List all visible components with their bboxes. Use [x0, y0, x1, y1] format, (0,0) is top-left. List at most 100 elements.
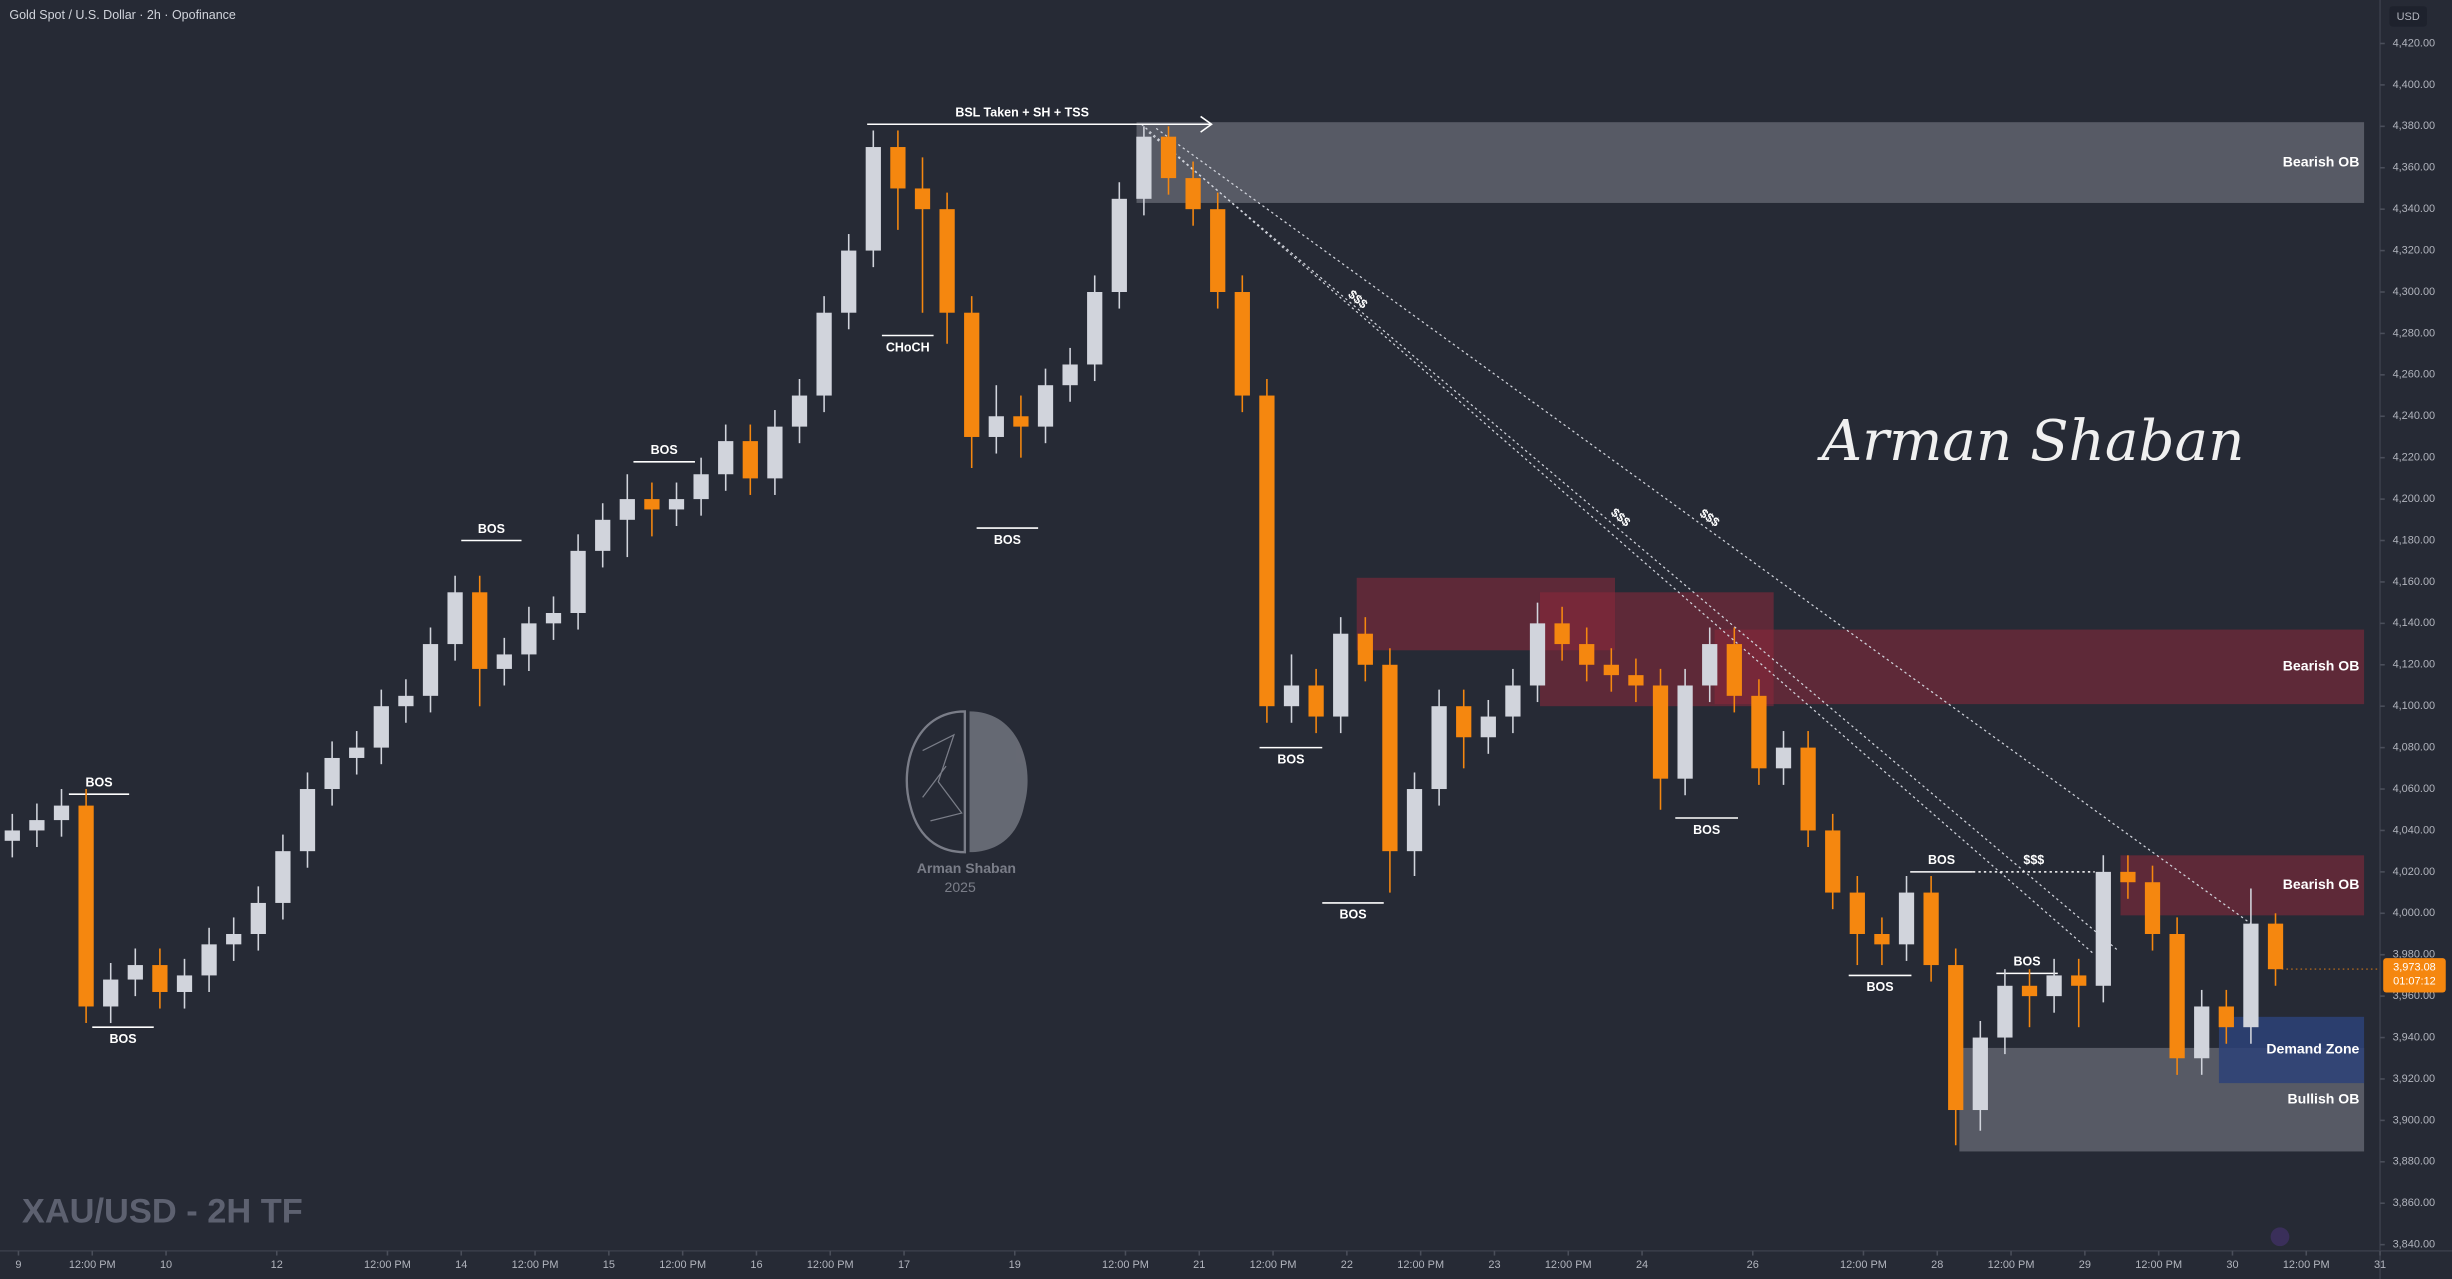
- candle-body: [1800, 747, 1816, 831]
- zone-label: Bearish OB: [2283, 658, 2360, 674]
- candle-body: [1529, 623, 1546, 686]
- candle-body: [1948, 965, 1964, 1111]
- candle-body: [1357, 633, 1373, 665]
- candle-body: [1406, 789, 1423, 852]
- x-tick-label: 12:00 PM: [1545, 1259, 1592, 1271]
- candle-body: [1554, 623, 1570, 645]
- x-tick-label: 19: [1009, 1259, 1021, 1271]
- alert-icon[interactable]: [2270, 1227, 2290, 1247]
- structure-label: BOS: [651, 443, 678, 457]
- candle-body: [1603, 664, 1619, 676]
- candle-body: [1677, 685, 1693, 779]
- y-tick-label: 4,360.00: [2393, 162, 2436, 174]
- currency-box: [2389, 6, 2427, 27]
- zone-label: Bearish OB: [2283, 153, 2360, 169]
- candle-body: [1259, 395, 1275, 707]
- logo-year: 2025: [945, 879, 976, 895]
- candle-body: [226, 933, 242, 945]
- candle-body: [1505, 685, 1521, 717]
- y-tick-label: 4,420.00: [2393, 37, 2436, 49]
- candle-body: [422, 644, 439, 696]
- x-tick-label: 12:00 PM: [512, 1259, 559, 1271]
- x-tick-label: 12:00 PM: [2283, 1259, 2330, 1271]
- candle-body: [201, 944, 217, 976]
- candle-body: [791, 395, 808, 427]
- candle-body: [127, 965, 143, 980]
- candle-body: [1997, 985, 2013, 1038]
- x-tick-label: 12:00 PM: [1988, 1259, 2035, 1271]
- candle-body: [865, 147, 881, 251]
- y-tick-label: 4,380.00: [2393, 120, 2436, 132]
- candle-body: [472, 592, 488, 669]
- candle-body: [1726, 644, 1742, 696]
- candle-body: [890, 147, 906, 189]
- candle-body: [718, 441, 734, 475]
- candle-body: [373, 706, 389, 748]
- y-tick-label: 4,000.00: [2393, 907, 2436, 919]
- candle-body: [2144, 882, 2161, 934]
- watermark: XAU/USD - 2H TF: [22, 1192, 303, 1230]
- x-tick-label: 12:00 PM: [2135, 1259, 2182, 1271]
- candle-body: [250, 902, 266, 934]
- candle-body: [742, 441, 758, 479]
- signature: Arman Shaban: [1816, 409, 2244, 474]
- structure-label: BOS: [1693, 823, 1720, 837]
- y-tick-label: 3,860.00: [2393, 1197, 2436, 1209]
- candle-body: [1013, 416, 1029, 427]
- structure-label: $$$: [2023, 853, 2044, 867]
- x-tick-label: 29: [2079, 1259, 2091, 1271]
- candle-body: [324, 757, 340, 790]
- candle-body: [1628, 675, 1644, 686]
- candle-body: [939, 209, 955, 313]
- candle-body: [2194, 1006, 2210, 1059]
- structure-label: BOS: [994, 533, 1021, 547]
- y-tick-label: 4,020.00: [2393, 866, 2436, 878]
- y-tick-label: 4,400.00: [2393, 79, 2436, 91]
- candle-body: [2021, 985, 2038, 997]
- candle-body: [1898, 892, 1915, 945]
- x-tick-label: 10: [160, 1259, 172, 1271]
- x-tick-label: 12:00 PM: [1397, 1259, 1444, 1271]
- candle-body: [2218, 1006, 2234, 1028]
- candle-body: [964, 312, 980, 437]
- candle-body: [1210, 209, 1226, 293]
- zone-label: Bullish OB: [2287, 1090, 2359, 1106]
- candle-body: [1136, 136, 1152, 199]
- candle-body: [496, 654, 512, 669]
- candle-body: [1062, 364, 1078, 386]
- y-tick-label: 4,320.00: [2393, 244, 2436, 256]
- x-tick-label: 12:00 PM: [659, 1259, 706, 1271]
- candle-body: [2267, 923, 2284, 970]
- candle-body: [152, 965, 168, 992]
- x-tick-label: 12: [271, 1259, 283, 1271]
- y-tick-label: 3,980.00: [2393, 949, 2436, 961]
- candle-body: [349, 747, 365, 758]
- structure-label: CHoCH: [886, 340, 930, 354]
- symbol-title: Gold Spot / U.S. Dollar · 2h · Opofinanc…: [9, 8, 236, 22]
- candle-body: [1333, 633, 1349, 717]
- candle-body: [1160, 136, 1177, 179]
- candle-body: [1775, 747, 1792, 769]
- axes: 3,840.00 3,860.00 3,880.00 3,900.00 3,920.00…: [15, 37, 2446, 1271]
- candle-body: [78, 805, 94, 1007]
- zone: [1714, 629, 2365, 705]
- zone-label: Demand Zone: [2266, 1041, 2359, 1057]
- x-tick-label: 15: [603, 1259, 615, 1271]
- candle-body: [816, 312, 832, 396]
- candle-body: [1751, 695, 1767, 769]
- candle-body: [767, 426, 783, 479]
- candle-body: [1087, 292, 1103, 365]
- y-tick-label: 4,120.00: [2393, 659, 2436, 671]
- candle-body: [668, 499, 685, 510]
- candle-body: [1579, 644, 1595, 665]
- candle-body: [447, 592, 463, 645]
- candle-body: [595, 519, 611, 551]
- candle-body: [2095, 871, 2111, 986]
- structure-label: BOS: [1867, 980, 1894, 994]
- x-tick-label: 24: [1636, 1259, 1648, 1271]
- candle-body: [1185, 178, 1201, 210]
- y-tick-label: 4,240.00: [2393, 410, 2436, 422]
- x-tick-label: 26: [1747, 1259, 1759, 1271]
- candle-body: [693, 474, 709, 500]
- zone: [2120, 855, 2365, 916]
